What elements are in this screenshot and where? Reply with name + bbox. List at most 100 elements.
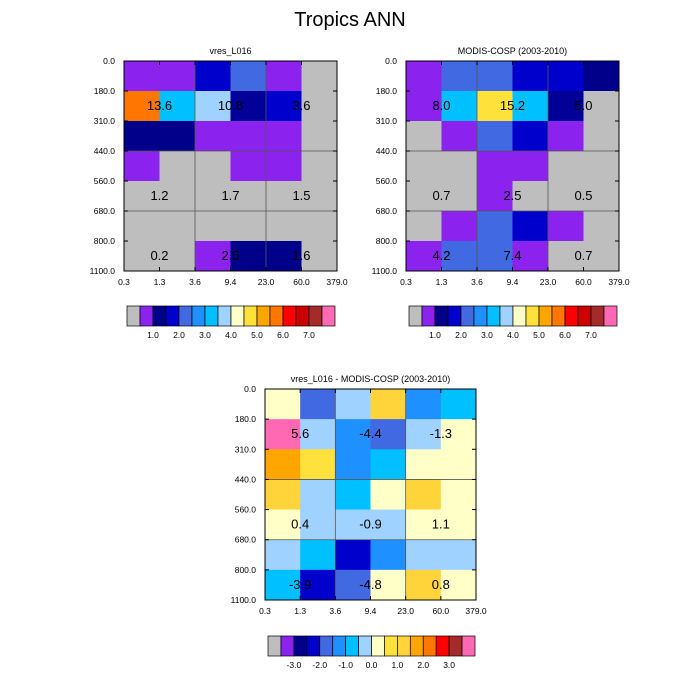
colorbar-swatch <box>460 305 475 327</box>
cell-value-label: -4.4 <box>359 426 381 441</box>
heatmap-cell <box>195 121 231 152</box>
heatmap-cell <box>477 241 513 272</box>
heatmap-cell <box>301 121 338 152</box>
y-tick-label: 440.0 <box>94 146 116 156</box>
x-tick-label: 0.3 <box>259 606 271 616</box>
heatmap-cell <box>335 449 371 480</box>
heatmap-cell <box>159 61 196 92</box>
heatmap-cell <box>406 211 442 242</box>
colorbar-swatch <box>280 635 295 657</box>
heatmap-cell <box>406 61 442 92</box>
colorbar-swatch <box>408 305 423 327</box>
heatmap-cell <box>195 241 231 272</box>
heatmap-cell <box>370 509 406 541</box>
x-tick-label: 379.0 <box>326 277 348 287</box>
colorbar-swatch <box>267 635 282 657</box>
heatmap-cell <box>124 241 160 272</box>
colorbar-swatch <box>590 305 605 327</box>
x-tick-label: 23.0 <box>540 277 557 287</box>
heatmap-cell <box>583 91 620 122</box>
y-tick-label: 0.0 <box>385 56 397 66</box>
heatmap-cell <box>441 151 478 182</box>
heatmap-cell <box>230 91 267 122</box>
y-tick-label: 0.0 <box>103 56 115 66</box>
heatmap-cell <box>583 61 620 92</box>
heatmap-cell <box>300 569 336 601</box>
colorbar-label: 3.0 <box>199 330 211 340</box>
y-tick-label: 800.0 <box>235 565 257 575</box>
panel-1: vres_L016 0.3 1.3 3.6 9.4 23.0 60.0 379.0 0.0 180… <box>90 46 348 340</box>
colorbar-swatch <box>165 305 180 327</box>
panel-title: vres_L016 - MODIS-COSP (2003-2010) <box>291 374 450 384</box>
heatmap-cell <box>512 181 549 212</box>
heatmap-cell <box>405 509 442 541</box>
heatmap-cell <box>195 151 231 182</box>
heatmap-cell <box>265 509 301 541</box>
colorbar-swatch <box>409 635 424 657</box>
colorbar-swatch <box>397 635 411 657</box>
heatmap-cell <box>441 121 478 152</box>
cell-value-label: 5.0 <box>574 98 592 113</box>
heatmap-cell <box>370 569 406 601</box>
y-tick-label: 180.0 <box>235 414 257 424</box>
heatmap-cell <box>405 389 442 420</box>
heatmap-cell <box>477 211 513 242</box>
x-tick-label: 9.4 <box>507 277 519 287</box>
x-tick-label: 379.0 <box>608 277 630 287</box>
panel-2: MODIS-COSP (2003-2010) 0.3 1.3 3.6 9.4 23.0 60… <box>372 46 630 340</box>
x-tick-label: 3.6 <box>189 277 201 287</box>
x-tick-label: 0.3 <box>400 277 412 287</box>
x-tick-label: 60.0 <box>433 606 450 616</box>
heatmap-cell <box>441 91 478 122</box>
x-tick-label: 0.3 <box>118 277 130 287</box>
colorbar-label: 3.0 <box>443 660 455 670</box>
colorbar-label: 2.0 <box>417 660 429 670</box>
colorbar-swatch <box>435 635 450 657</box>
heatmap-cell <box>548 121 584 152</box>
colorbar-swatch <box>306 635 321 657</box>
heatmap-cell <box>300 419 336 450</box>
heatmap-cell <box>124 61 160 92</box>
cell-value-label: 13.6 <box>147 98 172 113</box>
heatmap-cell <box>441 241 478 272</box>
heatmap-cell <box>583 181 620 212</box>
colorbar-swatch <box>371 635 385 657</box>
heatmap-cell <box>195 61 231 92</box>
cell-value-label: 2.5 <box>221 248 239 263</box>
heatmap-cell <box>405 569 442 601</box>
heatmap-cell <box>301 211 338 242</box>
colorbar-swatch <box>499 305 514 327</box>
cell-value-label: 1.2 <box>150 188 168 203</box>
colorbar-swatch <box>564 305 579 327</box>
cell-value-label: 1.5 <box>292 188 310 203</box>
colorbar-label: 7.0 <box>585 330 597 340</box>
cell-value-label: 1.7 <box>221 188 239 203</box>
heatmap-cell <box>301 61 338 92</box>
colorbar-swatch <box>178 305 193 327</box>
y-tick-label: 800.0 <box>94 236 116 246</box>
heatmap-cell <box>370 479 406 510</box>
heatmap-cell <box>159 241 196 272</box>
heatmap-cell <box>406 121 442 152</box>
x-tick-label: 23.0 <box>397 606 414 616</box>
colorbar-swatch <box>473 305 488 327</box>
colorbar-swatch <box>152 305 167 327</box>
cell-value-label: 10.8 <box>218 98 243 113</box>
y-tick-label: 440.0 <box>376 146 398 156</box>
colorbar-swatch <box>295 305 310 327</box>
cell-value-label: 15.2 <box>500 98 525 113</box>
heatmap-cell <box>405 539 442 571</box>
cell-value-label: 0.5 <box>574 188 592 203</box>
colorbar-swatch <box>538 305 553 327</box>
heatmap-cell <box>300 539 336 571</box>
colorbar-label: -2.0 <box>312 660 327 670</box>
y-tick-label: 1100.0 <box>372 266 398 276</box>
heatmap-cell <box>477 151 513 182</box>
x-tick-label: 1.3 <box>154 277 166 287</box>
cell-value-label: 3.6 <box>292 98 310 113</box>
heatmap-cell <box>265 419 301 450</box>
cell-value-label: 0.7 <box>432 188 450 203</box>
colorbar: 1.0 2.0 3.0 4.0 5.0 6.0 7.0 <box>126 305 336 340</box>
heatmap-cell <box>548 91 584 122</box>
heatmap-cell <box>440 389 477 420</box>
